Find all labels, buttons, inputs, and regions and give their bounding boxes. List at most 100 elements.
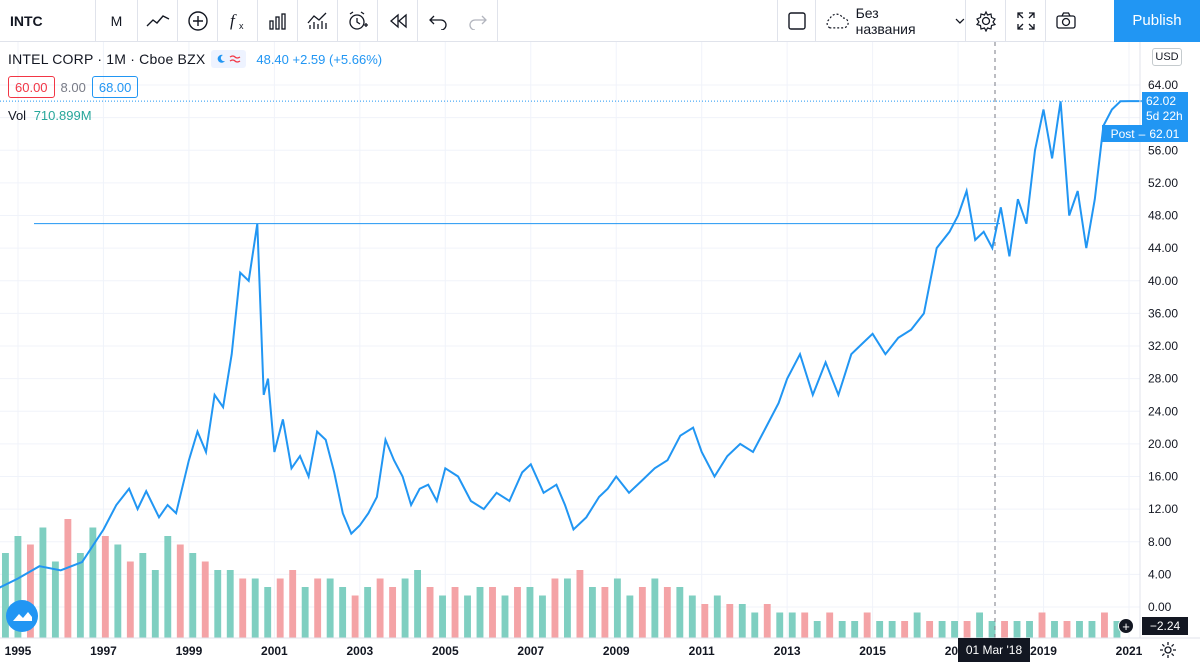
time-tick-label: 2013 [774,644,801,658]
volume-bar [539,595,546,638]
time-tick-label: 2005 [432,644,459,658]
last-price-value: 62.02 [1146,94,1177,108]
volume-bar [838,621,846,638]
volume-bar [826,612,834,638]
price-change: 48.40 +2.59 (+5.66%) [256,51,383,67]
volume-bar [976,612,984,638]
volume-bar [426,587,434,638]
settings-button[interactable] [966,0,1006,42]
layout-select-button[interactable] [778,0,816,42]
volume-bar [651,578,659,638]
volume-bar [1001,621,1008,638]
templates-button[interactable] [298,0,338,42]
volume-bar [226,570,234,638]
volume-legend[interactable]: Vol 710.899M [8,108,92,123]
price-tick-label: 16.00 [1148,470,1178,484]
volume-bar [663,587,671,638]
volume-bar [189,553,197,638]
interval-button[interactable]: M [96,0,138,42]
undo-button[interactable] [418,0,458,42]
alert-button[interactable] [338,0,378,42]
chart-legend: INTEL CORP · 1M · Cboe BZX 48.40 +2.59 (… [8,50,382,68]
volume-bar [289,570,297,638]
volume-bar [151,570,159,638]
price-tick-label: 0.00 [1148,600,1172,614]
volume-bar [101,536,109,638]
symbol-title[interactable]: INTEL CORP · 1M · Cboe BZX [8,51,206,67]
volume-label: Vol [8,108,27,123]
volume-bar [863,612,871,638]
svg-text:x: x [239,21,244,31]
volume-bar [264,587,272,638]
volume-bar [339,587,347,638]
volume-bar [401,578,409,638]
volume-bar [14,536,22,638]
price-tick-label: 28.00 [1148,372,1178,386]
volume-bar [776,612,784,638]
chart-type-button[interactable] [138,0,178,42]
volume-bar [963,621,971,638]
compare-button[interactable] [178,0,218,42]
volume-bar [376,578,384,638]
wave-icon [229,55,241,63]
volume-bar [239,578,247,638]
currency-badge[interactable]: USD [1152,48,1182,66]
volume-bar [51,561,59,638]
price-tick-label: 44.00 [1148,241,1178,255]
price-tick-label: 20.00 [1148,437,1178,451]
volume-bar [851,621,859,638]
volume-bar [489,587,496,638]
volume-bar [139,553,147,638]
publish-button[interactable]: Publish [1114,0,1200,42]
volume-bar [738,604,746,638]
alert-high-value[interactable]: 68.00 [91,76,139,98]
volume-bar [501,595,509,638]
crosshair-date-tag: 01 Mar '18 [958,638,1030,662]
financials-button[interactable] [258,0,298,42]
price-tick-label: 4.00 [1148,567,1172,581]
volume-bar [588,587,596,638]
replay-button[interactable] [378,0,418,42]
price-tick-label: 40.00 [1148,274,1178,288]
volume-bar [251,578,259,638]
price-tick-label: 32.00 [1148,339,1178,353]
tradingview-logo[interactable] [6,600,38,632]
volume-bar [1088,621,1096,638]
time-tick-label: 1999 [176,644,203,658]
price-tick-label: 8.00 [1148,535,1172,549]
volume-bar [514,587,521,638]
volume-bar [726,604,734,638]
fullscreen-button[interactable] [1006,0,1046,42]
volume-bar [351,595,359,638]
undo-icon [429,15,447,30]
redo-icon [468,15,487,30]
time-tick-label: 2001 [261,644,288,658]
snapshot-button[interactable] [1046,0,1086,42]
volume-bar [613,578,621,638]
save-layout-button[interactable]: Без названия [816,0,966,42]
volume-bar [1113,621,1121,638]
volume-bar [126,561,134,638]
volume-bar [314,578,322,638]
redo-button[interactable] [458,0,498,42]
crosshair-price-tag: −2.24 [1142,617,1188,635]
cloud-logo-icon [13,612,32,621]
volume-bar [951,621,959,638]
alarm-clock-icon [348,10,368,30]
alert-low-value[interactable]: 60.00 [8,76,55,98]
volume-bar [626,595,634,638]
add-alert-plus-icon[interactable]: + [1118,618,1134,634]
price-chart[interactable]: 64.00 56.00 52.00 48.00 44.00 40.00 36.00 32.00… [0,42,1200,672]
price-tick-label: 52.00 [1148,176,1178,190]
volume-bar [39,527,47,638]
volume-bar [688,595,696,638]
volume-bar [576,570,584,638]
volume-bar [201,561,209,638]
scale-settings-icon[interactable] [1158,640,1178,660]
volume-bar [988,621,996,638]
volume-bar [364,587,372,638]
add-circle-icon [187,10,208,31]
market-status-badge[interactable] [211,50,247,68]
symbol-search-button[interactable]: INTC [0,0,96,42]
